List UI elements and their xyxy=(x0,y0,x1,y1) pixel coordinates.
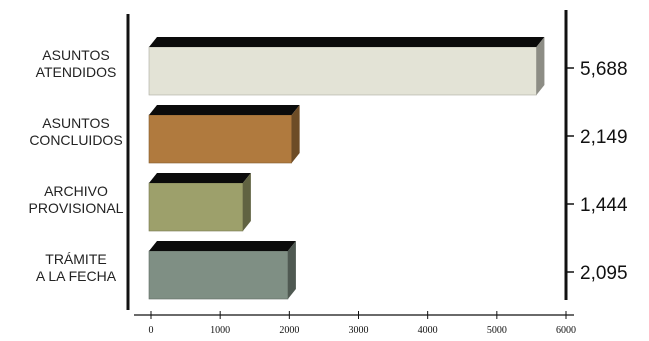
category-label: TRÁMITE A LA FECHA xyxy=(36,251,117,284)
category-label: ASUNTOS ATENDIDOS xyxy=(36,47,117,80)
x-tick-label: 0 xyxy=(149,325,154,336)
value-label: 5,688 xyxy=(580,59,628,80)
bar-side-face xyxy=(291,105,300,163)
bar-side-face xyxy=(536,37,545,95)
category-label: ARCHIVO PROVISIONAL xyxy=(29,183,124,216)
value-label: 2,095 xyxy=(580,263,628,284)
bar-side-face xyxy=(242,173,251,231)
value-label: 1,444 xyxy=(580,195,628,216)
x-tick-label: 6000 xyxy=(556,325,576,336)
bar-side-face xyxy=(287,241,296,299)
bar xyxy=(148,46,537,96)
bar-top-face xyxy=(149,105,300,115)
x-tick-label: 1000 xyxy=(210,325,230,336)
x-tick-label: 3000 xyxy=(349,325,369,336)
bar xyxy=(148,114,292,164)
value-label: 2,149 xyxy=(580,127,628,148)
bar xyxy=(148,182,244,232)
bar-top-face xyxy=(149,173,251,183)
x-tick-label: 5000 xyxy=(487,325,507,336)
x-tick-label: 4000 xyxy=(418,325,438,336)
bar xyxy=(148,250,289,300)
bar-top-face xyxy=(149,241,296,251)
category-label: ASUNTOS CONCLUIDOS xyxy=(29,115,122,148)
bar-top-face xyxy=(149,37,545,47)
x-tick-label: 2000 xyxy=(279,325,299,336)
